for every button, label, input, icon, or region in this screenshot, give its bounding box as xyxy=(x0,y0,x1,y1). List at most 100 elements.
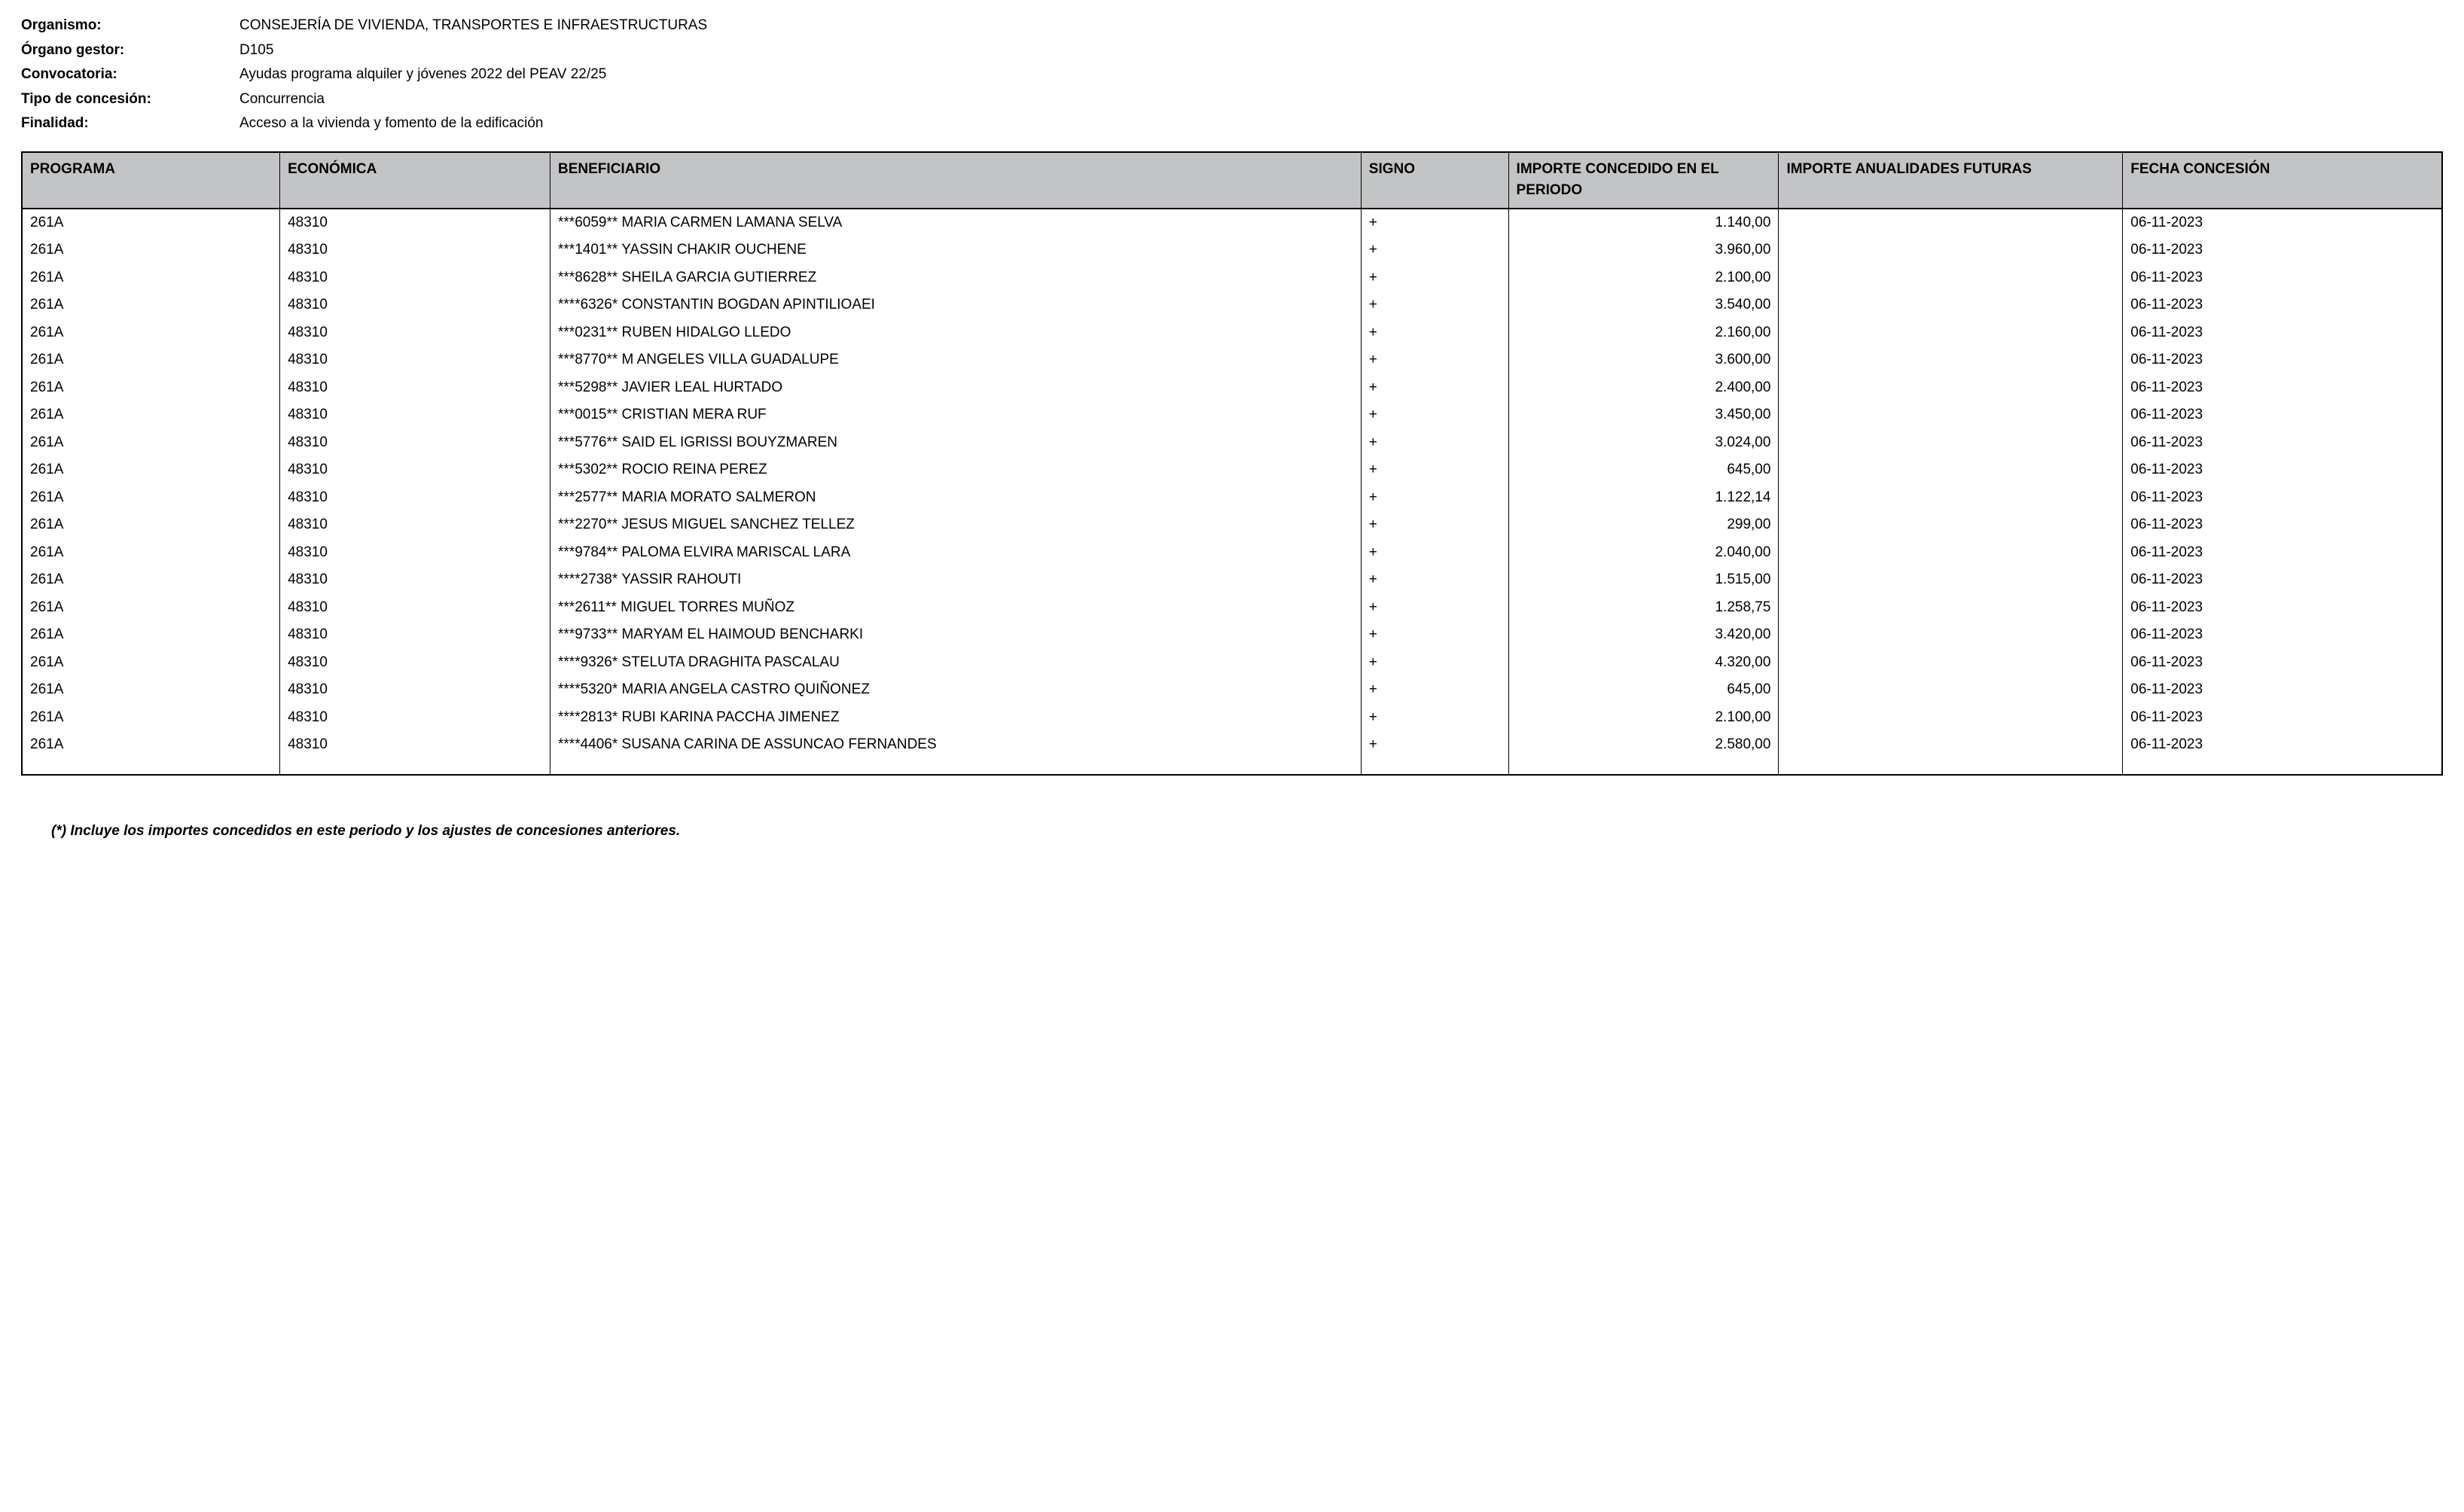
table-row: 261A48310****2738* YASSIR RAHOUTI+1.515,… xyxy=(22,566,2442,594)
cell-importe-periodo: 3.540,00 xyxy=(1508,291,1779,319)
cell-beneficiario: ***8628** SHEILA GARCIA GUTIERREZ xyxy=(550,264,1362,292)
cell-importe-futuras xyxy=(1779,236,2123,264)
th-signo: SIGNO xyxy=(1361,152,1508,209)
cell-economica: 48310 xyxy=(280,621,550,649)
cell-signo: + xyxy=(1361,731,1508,775)
table-row: 261A48310***2611** MIGUEL TORRES MUÑOZ+1… xyxy=(22,594,2442,622)
cell-economica: 48310 xyxy=(280,374,550,402)
cell-signo: + xyxy=(1361,539,1508,567)
cell-economica: 48310 xyxy=(280,346,550,374)
cell-fecha: 06-11-2023 xyxy=(2123,456,2442,484)
cell-economica: 48310 xyxy=(280,456,550,484)
cell-programa: 261A xyxy=(22,649,280,677)
cell-beneficiario: ***9784** PALOMA ELVIRA MARISCAL LARA xyxy=(550,539,1362,567)
cell-importe-periodo: 1.122,14 xyxy=(1508,484,1779,512)
cell-signo: + xyxy=(1361,319,1508,347)
cell-importe-futuras xyxy=(1779,401,2123,429)
cell-beneficiario: ***5302** ROCIO REINA PEREZ xyxy=(550,456,1362,484)
cell-economica: 48310 xyxy=(280,264,550,292)
cell-importe-futuras xyxy=(1779,731,2123,775)
table-row: 261A48310****4406* SUSANA CARINA DE ASSU… xyxy=(22,731,2442,775)
cell-beneficiario: ****2738* YASSIR RAHOUTI xyxy=(550,566,1362,594)
meta-label-organo-gestor: Órgano gestor: xyxy=(21,40,239,62)
cell-programa: 261A xyxy=(22,264,280,292)
cell-programa: 261A xyxy=(22,291,280,319)
cell-programa: 261A xyxy=(22,319,280,347)
meta-label-convocatoria: Convocatoria: xyxy=(21,64,239,86)
cell-fecha: 06-11-2023 xyxy=(2123,429,2442,457)
cell-importe-periodo: 3.024,00 xyxy=(1508,429,1779,457)
cell-fecha: 06-11-2023 xyxy=(2123,264,2442,292)
meta-value-organismo: CONSEJERÍA DE VIVIENDA, TRANSPORTES E IN… xyxy=(239,15,707,37)
cell-importe-futuras xyxy=(1779,374,2123,402)
cell-signo: + xyxy=(1361,704,1508,732)
cell-fecha: 06-11-2023 xyxy=(2123,319,2442,347)
cell-importe-periodo: 645,00 xyxy=(1508,676,1779,704)
cell-beneficiario: ***5776** SAID EL IGRISSI BOUYZMAREN xyxy=(550,429,1362,457)
table-row: 261A48310****5320* MARIA ANGELA CASTRO Q… xyxy=(22,676,2442,704)
cell-signo: + xyxy=(1361,374,1508,402)
cell-programa: 261A xyxy=(22,731,280,775)
table-row: 261A48310***6059** MARIA CARMEN LAMANA S… xyxy=(22,209,2442,237)
cell-programa: 261A xyxy=(22,704,280,732)
cell-programa: 261A xyxy=(22,566,280,594)
cell-signo: + xyxy=(1361,594,1508,622)
cell-programa: 261A xyxy=(22,456,280,484)
cell-importe-futuras xyxy=(1779,649,2123,677)
cell-importe-futuras xyxy=(1779,704,2123,732)
cell-signo: + xyxy=(1361,511,1508,539)
cell-programa: 261A xyxy=(22,346,280,374)
table-row: 261A48310***2577** MARIA MORATO SALMERON… xyxy=(22,484,2442,512)
cell-programa: 261A xyxy=(22,594,280,622)
cell-importe-periodo: 2.040,00 xyxy=(1508,539,1779,567)
cell-fecha: 06-11-2023 xyxy=(2123,236,2442,264)
cell-fecha: 06-11-2023 xyxy=(2123,484,2442,512)
cell-importe-periodo: 2.100,00 xyxy=(1508,704,1779,732)
meta-label-finalidad: Finalidad: xyxy=(21,113,239,135)
meta-row-organismo: Organismo: CONSEJERÍA DE VIVIENDA, TRANS… xyxy=(21,15,2443,37)
cell-fecha: 06-11-2023 xyxy=(2123,539,2442,567)
cell-signo: + xyxy=(1361,429,1508,457)
table-row: 261A48310***8770** M ANGELES VILLA GUADA… xyxy=(22,346,2442,374)
cell-beneficiario: ****4406* SUSANA CARINA DE ASSUNCAO FERN… xyxy=(550,731,1362,775)
cell-importe-periodo: 645,00 xyxy=(1508,456,1779,484)
cell-economica: 48310 xyxy=(280,649,550,677)
cell-programa: 261A xyxy=(22,209,280,237)
cell-economica: 48310 xyxy=(280,319,550,347)
table-row: 261A48310***8628** SHEILA GARCIA GUTIERR… xyxy=(22,264,2442,292)
table-row: 261A48310***5776** SAID EL IGRISSI BOUYZ… xyxy=(22,429,2442,457)
th-importe-futuras: IMPORTE ANUALIDADES FUTURAS xyxy=(1779,152,2123,209)
cell-importe-futuras xyxy=(1779,429,2123,457)
cell-economica: 48310 xyxy=(280,484,550,512)
cell-signo: + xyxy=(1361,649,1508,677)
cell-signo: + xyxy=(1361,264,1508,292)
cell-fecha: 06-11-2023 xyxy=(2123,209,2442,237)
table-row: 261A48310***0015** CRISTIAN MERA RUF+3.4… xyxy=(22,401,2442,429)
cell-importe-futuras xyxy=(1779,621,2123,649)
table-header-row: PROGRAMA ECONÓMICA BENEFICIARIO SIGNO IM… xyxy=(22,152,2442,209)
cell-beneficiario: ****5320* MARIA ANGELA CASTRO QUIÑONEZ xyxy=(550,676,1362,704)
cell-beneficiario: ****6326* CONSTANTIN BOGDAN APINTILIOAEI xyxy=(550,291,1362,319)
meta-label-tipo-concesion: Tipo de concesión: xyxy=(21,89,239,111)
cell-signo: + xyxy=(1361,484,1508,512)
cell-importe-futuras xyxy=(1779,566,2123,594)
cell-economica: 48310 xyxy=(280,291,550,319)
meta-value-finalidad: Acceso a la vivienda y fomento de la edi… xyxy=(239,113,543,135)
table-row: 261A48310***2270** JESUS MIGUEL SANCHEZ … xyxy=(22,511,2442,539)
cell-signo: + xyxy=(1361,291,1508,319)
meta-row-organo-gestor: Órgano gestor: D105 xyxy=(21,40,2443,62)
cell-fecha: 06-11-2023 xyxy=(2123,566,2442,594)
cell-importe-periodo: 1.258,75 xyxy=(1508,594,1779,622)
cell-economica: 48310 xyxy=(280,539,550,567)
cell-importe-futuras xyxy=(1779,291,2123,319)
cell-importe-futuras xyxy=(1779,264,2123,292)
cell-importe-futuras xyxy=(1779,456,2123,484)
cell-programa: 261A xyxy=(22,511,280,539)
cell-signo: + xyxy=(1361,676,1508,704)
cell-fecha: 06-11-2023 xyxy=(2123,346,2442,374)
th-beneficiario: BENEFICIARIO xyxy=(550,152,1362,209)
table-row: 261A48310***0231** RUBEN HIDALGO LLEDO+2… xyxy=(22,319,2442,347)
cell-fecha: 06-11-2023 xyxy=(2123,621,2442,649)
cell-beneficiario: ***9733** MARYAM EL HAIMOUD BENCHARKI xyxy=(550,621,1362,649)
table-row: 261A48310***9733** MARYAM EL HAIMOUD BEN… xyxy=(22,621,2442,649)
